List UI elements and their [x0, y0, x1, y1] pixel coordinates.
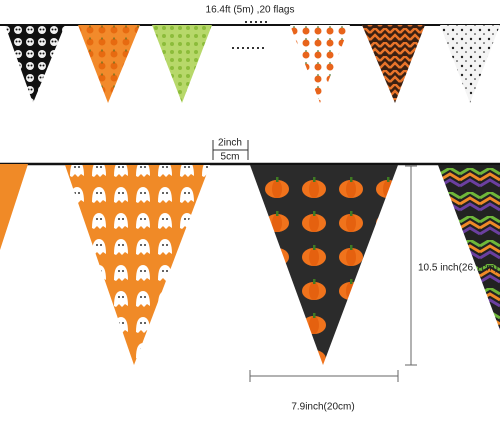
flag [0, 164, 28, 250]
flag [65, 165, 210, 365]
height-label: 10.5 inch(26.7cm) [418, 263, 498, 274]
flag [290, 25, 350, 103]
flag [78, 25, 140, 103]
spacing-cm: 5cm [221, 152, 240, 163]
flag [362, 25, 425, 103]
width-label: 7.9inch(20cm) [291, 402, 354, 413]
flag [438, 165, 500, 330]
flag [5, 25, 65, 103]
label-bg [185, 2, 315, 18]
length-label: 16.4ft (5m) ,20 flags [206, 5, 295, 16]
spacing-inch: 2inch [218, 138, 242, 149]
flag [152, 25, 212, 103]
flag [440, 25, 500, 103]
flag [250, 165, 398, 365]
